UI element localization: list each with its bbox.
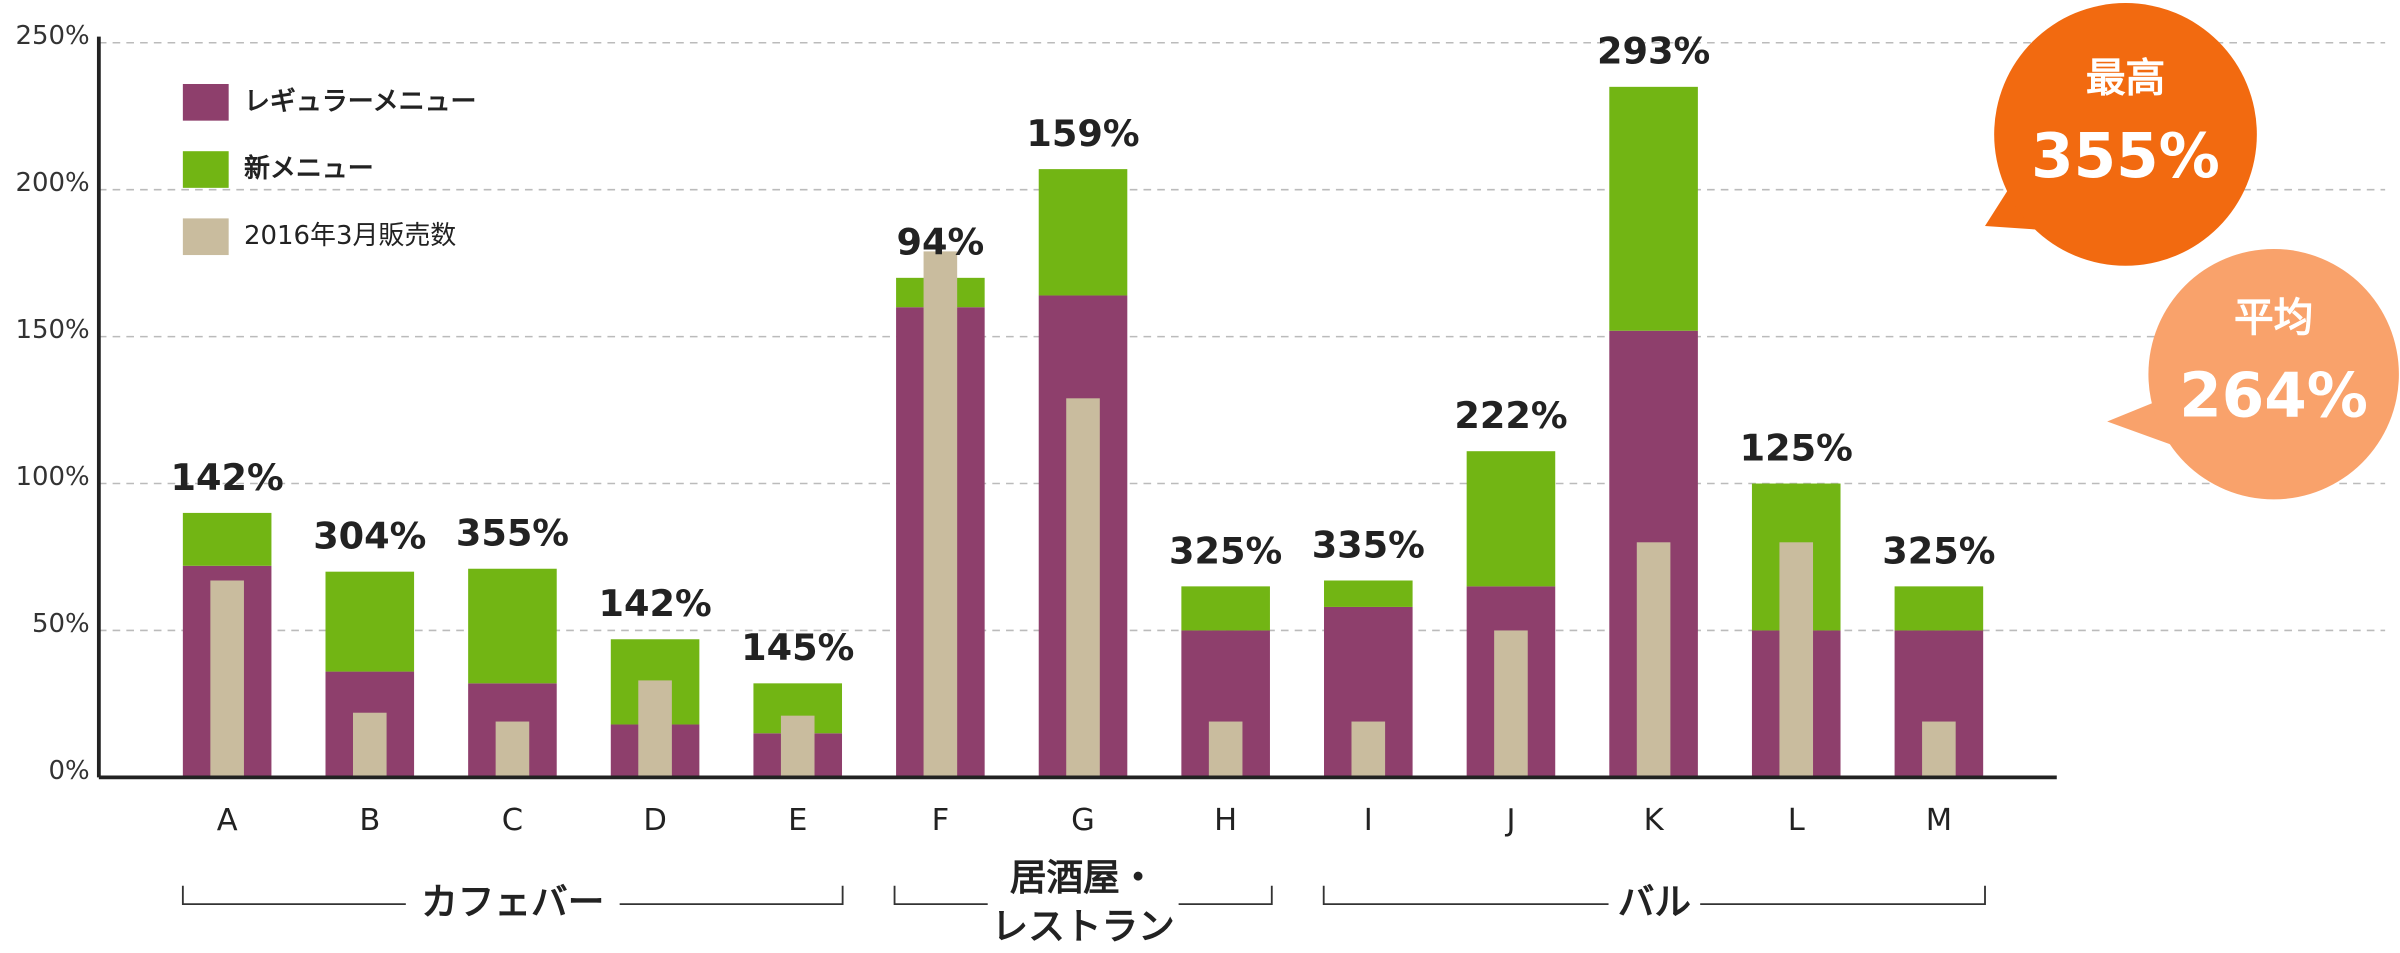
- growth-label: 94%: [897, 221, 985, 264]
- growth-label: 325%: [1169, 529, 1282, 572]
- bar-segment: [325, 571, 415, 672]
- callout: [1994, 3, 2257, 266]
- group-label-bg: [1608, 882, 1701, 926]
- sales-bar: [210, 580, 244, 778]
- x-tick-label: C: [502, 803, 523, 838]
- sales-bar: [923, 251, 958, 778]
- x-tick-label: F: [932, 803, 950, 838]
- callout-title: 平均: [2234, 295, 2313, 341]
- bar-segment: [1181, 586, 1270, 631]
- group-label: バル: [1618, 881, 1691, 924]
- sales-bar: [1351, 721, 1386, 778]
- legend-swatch: [182, 83, 229, 121]
- bar-segment: [1609, 86, 1698, 331]
- growth-label: 125%: [1740, 426, 1853, 469]
- growth-label: 293%: [1597, 30, 1710, 73]
- callout-title: 最高: [2086, 55, 2165, 101]
- y-tick-label: 0%: [49, 756, 90, 786]
- callout: [2148, 248, 2399, 500]
- callout-value: 355%: [2031, 121, 2220, 192]
- growth-label: 222%: [1454, 394, 1567, 437]
- bar-segment: [182, 512, 272, 566]
- legend-label: レギュラーメニュー: [244, 87, 477, 117]
- sales-bar: [1779, 542, 1814, 778]
- x-tick-label: A: [217, 803, 238, 838]
- group-label: レストラン: [992, 905, 1175, 948]
- legend-swatch: [182, 218, 229, 256]
- y-tick-label: 250%: [15, 21, 89, 51]
- x-tick-label: M: [1926, 803, 1952, 838]
- bar-segment: [468, 568, 557, 684]
- growth-label: 142%: [171, 456, 284, 499]
- sales-bar: [638, 680, 672, 778]
- y-tick-label: 100%: [15, 462, 89, 492]
- group-label: 居酒屋・: [1010, 856, 1157, 899]
- x-tick-label: K: [1644, 803, 1665, 838]
- sales-bar: [1494, 630, 1528, 778]
- x-tick-label: E: [788, 803, 807, 838]
- y-tick-label: 200%: [15, 168, 89, 198]
- growth-label: 142%: [598, 582, 711, 625]
- sales-bar: [1066, 398, 1100, 778]
- growth-label: 325%: [1882, 529, 1995, 572]
- x-tick-label: L: [1788, 803, 1805, 838]
- x-tick-label: J: [1504, 803, 1515, 838]
- bar-segment: [1324, 580, 1413, 607]
- legend-label: 2016年3月販売数: [244, 221, 456, 251]
- sales-bar: [495, 721, 530, 778]
- bar-segment: [1466, 451, 1556, 587]
- group-label: カフェバー: [421, 881, 604, 924]
- bar-segment: [1894, 586, 1984, 631]
- sales-bar: [780, 715, 815, 778]
- growth-label: 335%: [1312, 523, 1425, 566]
- group-label-bg: [987, 861, 1179, 947]
- growth-label: 355%: [456, 512, 569, 555]
- sales-bar: [1208, 721, 1243, 778]
- growth-label: 159%: [1026, 112, 1139, 155]
- bar-segment: [1038, 169, 1128, 296]
- sales-bar: [352, 712, 387, 778]
- callout-value: 264%: [2179, 361, 2368, 432]
- x-tick-label: D: [643, 803, 667, 838]
- x-tick-label: I: [1364, 803, 1373, 838]
- x-tick-label: H: [1214, 803, 1237, 838]
- sales-bar: [1922, 721, 1956, 778]
- growth-label: 304%: [313, 515, 426, 558]
- y-tick-label: 150%: [15, 315, 89, 345]
- group-label-bg: [405, 882, 620, 926]
- legend-swatch: [182, 151, 229, 188]
- x-tick-label: G: [1071, 803, 1095, 838]
- legend-label: 新メニュー: [244, 153, 374, 184]
- y-tick-label: 50%: [32, 609, 90, 639]
- x-tick-label: B: [359, 803, 380, 838]
- growth-label: 145%: [741, 626, 854, 669]
- sales-bar: [1636, 542, 1671, 778]
